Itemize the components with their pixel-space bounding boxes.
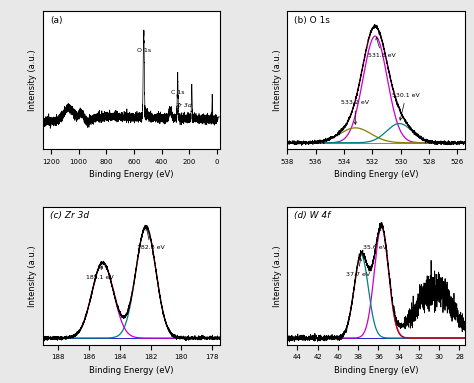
Y-axis label: Intensity (a.u.): Intensity (a.u.): [273, 49, 282, 111]
Text: (a): (a): [50, 16, 62, 25]
Text: 37.7 eV: 37.7 eV: [346, 258, 370, 277]
Text: C 1s: C 1s: [171, 90, 184, 95]
Text: (b) O 1s: (b) O 1s: [294, 16, 330, 25]
X-axis label: Binding Energy (eV): Binding Energy (eV): [334, 170, 418, 180]
Text: O 1s: O 1s: [137, 48, 151, 53]
Text: 185.1 eV: 185.1 eV: [86, 266, 113, 280]
Text: W 4f: W 4f: [205, 116, 219, 121]
X-axis label: Binding Energy (eV): Binding Energy (eV): [89, 170, 173, 180]
Text: (c) Zr 3d: (c) Zr 3d: [50, 211, 89, 220]
X-axis label: Binding Energy (eV): Binding Energy (eV): [334, 366, 418, 375]
Text: 35.6 eV: 35.6 eV: [363, 228, 386, 250]
X-axis label: Binding Energy (eV): Binding Energy (eV): [89, 366, 173, 375]
Y-axis label: Intensity (a.u.): Intensity (a.u.): [28, 245, 37, 307]
Y-axis label: Intensity (a.u.): Intensity (a.u.): [28, 49, 37, 111]
Text: 182.8 eV: 182.8 eV: [137, 228, 164, 250]
Text: 531.8 eV: 531.8 eV: [368, 37, 396, 58]
Text: 530.1 eV: 530.1 eV: [392, 93, 420, 120]
Text: (d) W 4f: (d) W 4f: [294, 211, 330, 220]
Text: 533.2 eV: 533.2 eV: [341, 100, 369, 124]
Y-axis label: Intensity (a.u.): Intensity (a.u.): [273, 245, 282, 307]
Text: Zr 3d: Zr 3d: [175, 103, 191, 108]
